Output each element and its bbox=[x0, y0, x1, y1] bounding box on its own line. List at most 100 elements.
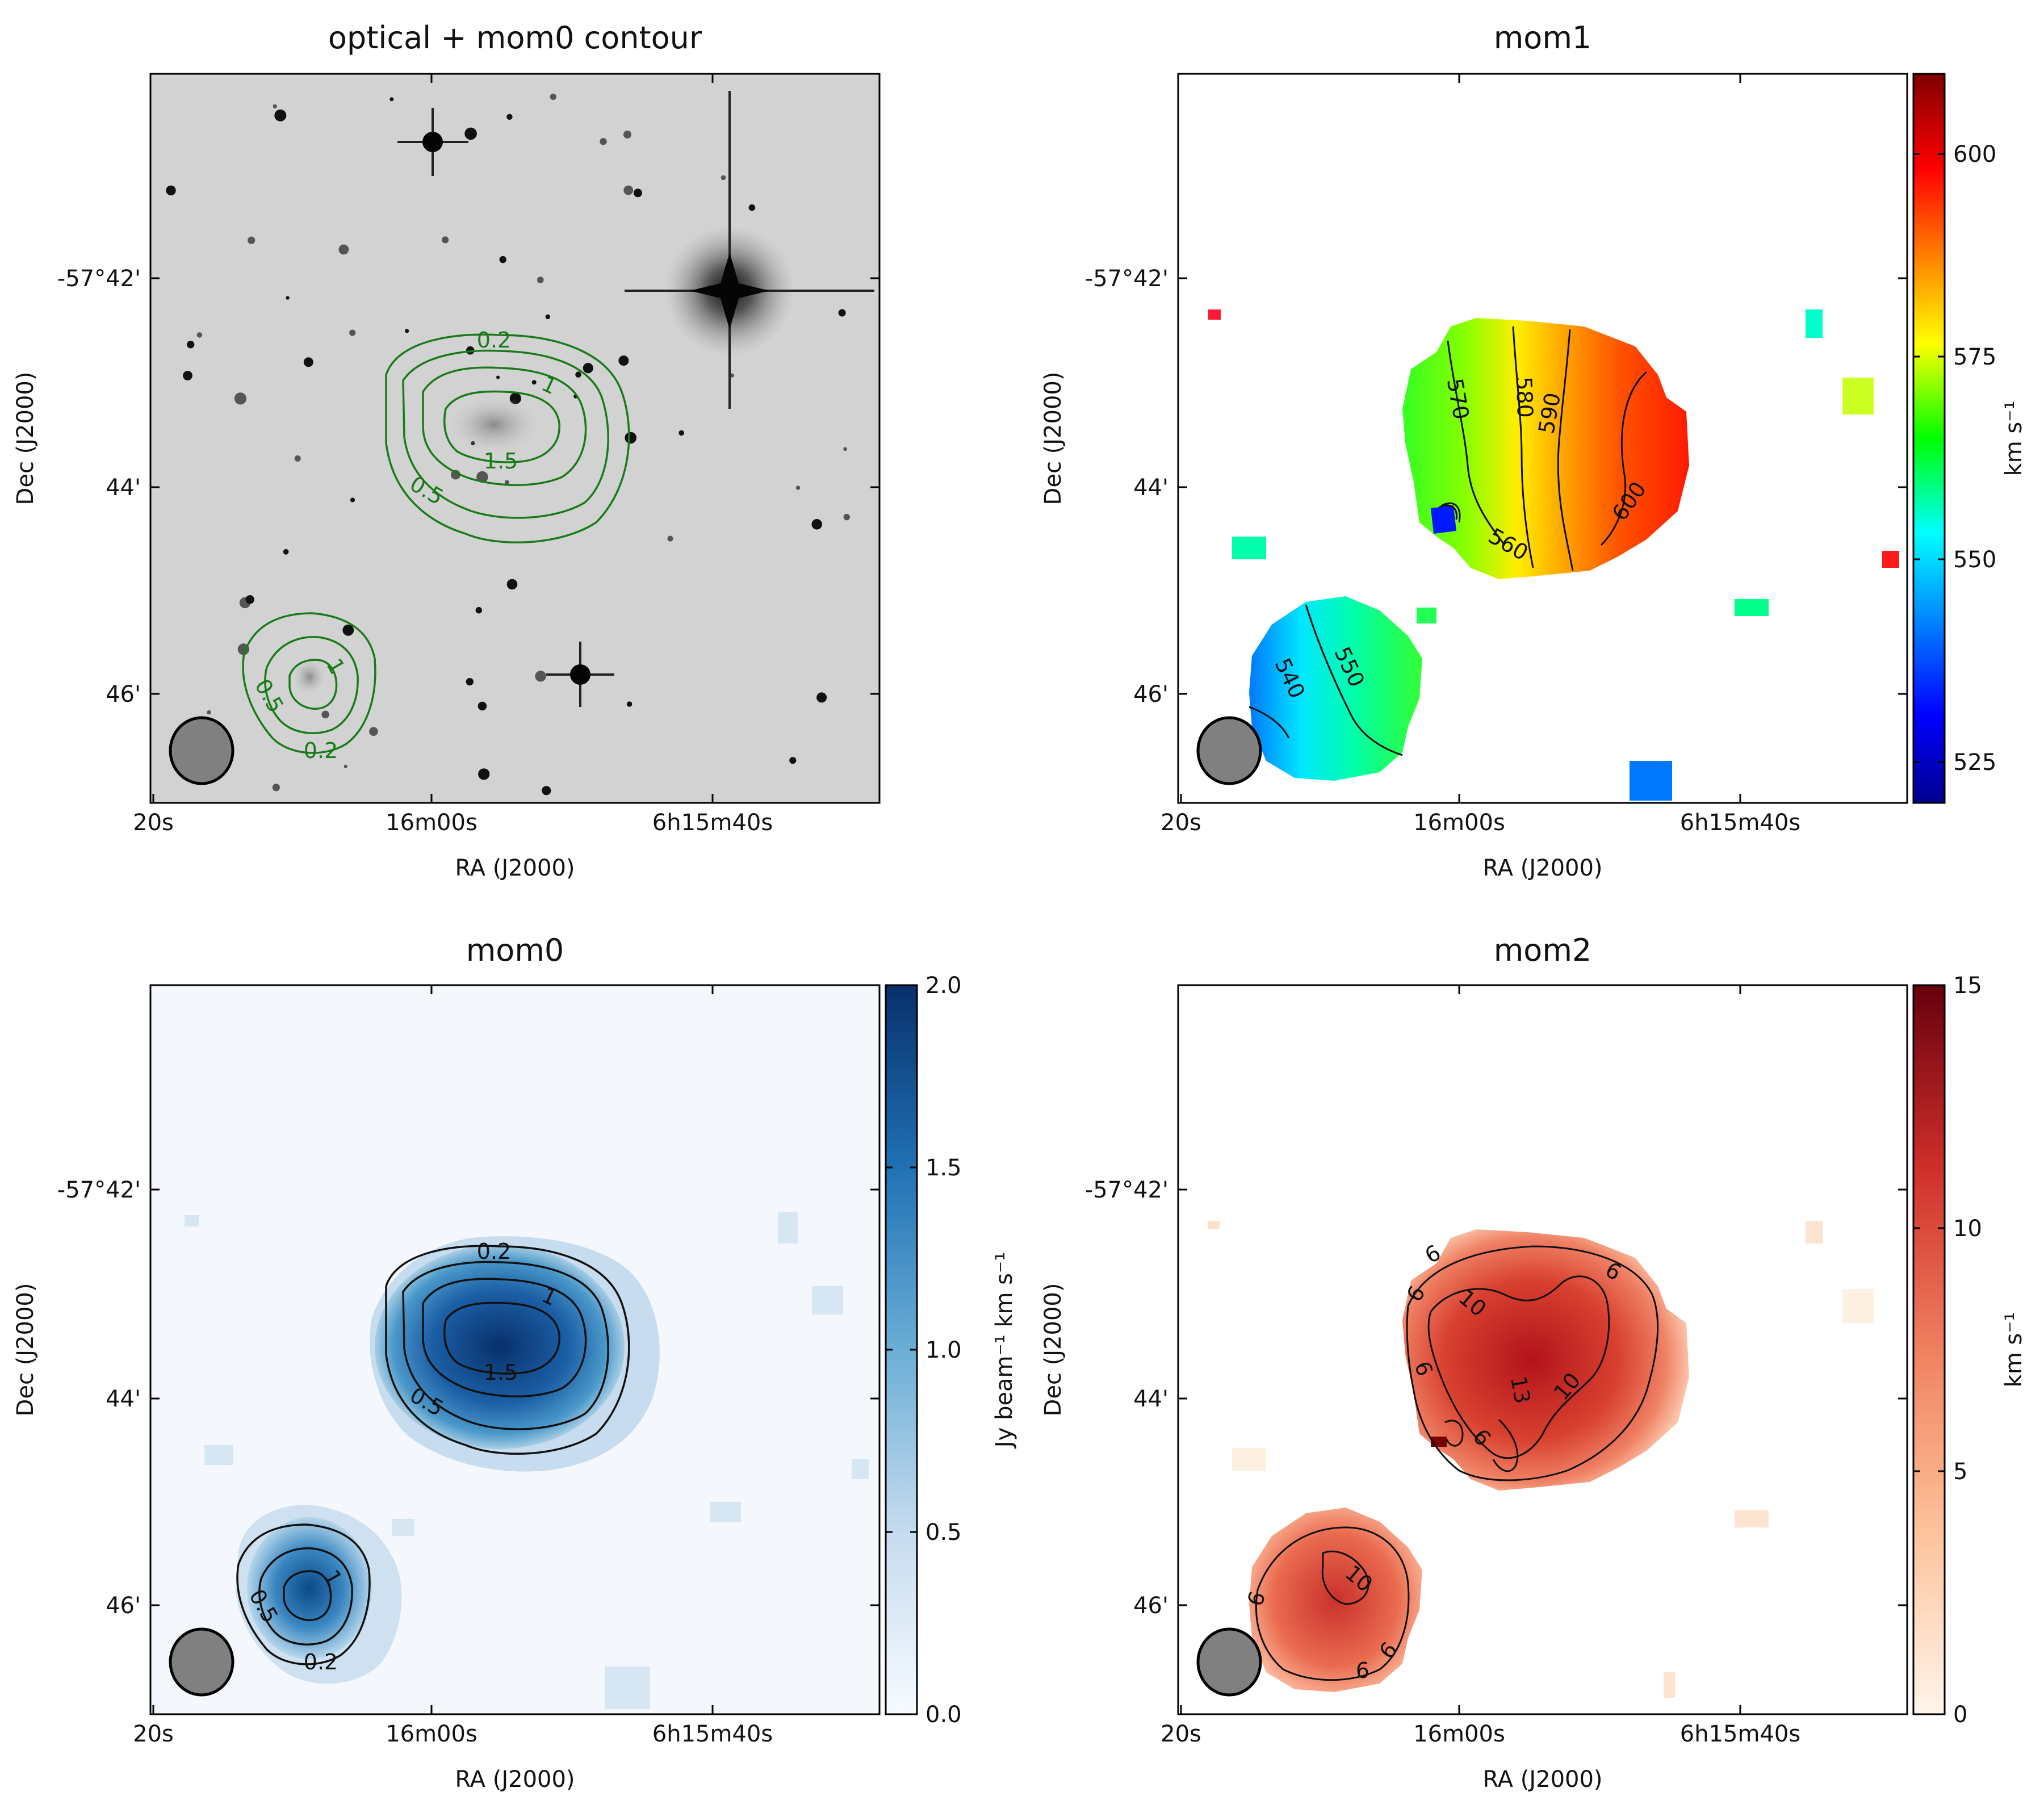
dispersion-speck bbox=[1208, 1221, 1220, 1229]
star bbox=[405, 329, 409, 333]
y-tick-label: 44' bbox=[106, 475, 141, 501]
x-tick-label: 6h15m40s bbox=[652, 1721, 773, 1747]
star bbox=[475, 607, 482, 614]
panel-optical: optical + mom0 contour bbox=[12, 20, 881, 881]
star bbox=[350, 497, 355, 503]
star bbox=[531, 380, 537, 385]
tick-marks bbox=[150, 985, 879, 1714]
contour-label: 1.5 bbox=[484, 449, 518, 474]
panel-mom0: mom0 0.2 bbox=[12, 932, 1017, 1793]
star bbox=[183, 371, 192, 380]
star bbox=[600, 138, 607, 145]
emission-speck bbox=[852, 1459, 869, 1479]
star bbox=[422, 132, 443, 152]
dispersion-speck bbox=[1232, 1448, 1266, 1471]
velocity-speck bbox=[1842, 378, 1874, 415]
x-axis-label: RA (J2000) bbox=[1482, 1766, 1602, 1793]
star bbox=[506, 114, 513, 120]
star bbox=[476, 471, 488, 483]
x-tick-label: 20s bbox=[1161, 810, 1201, 836]
y-axis-label: Dec (J2000) bbox=[1040, 1283, 1066, 1417]
star bbox=[618, 355, 629, 366]
star bbox=[625, 432, 636, 444]
mom0-contours bbox=[242, 333, 630, 754]
emission-speck bbox=[812, 1286, 843, 1314]
star bbox=[816, 692, 827, 703]
mom2-contours bbox=[1255, 1245, 1659, 1681]
contour-label: 580 bbox=[1511, 376, 1538, 418]
colorbar-tick-label: 0 bbox=[1953, 1702, 1967, 1728]
star bbox=[535, 671, 546, 682]
y-tick-label: -57°42' bbox=[1085, 1177, 1168, 1203]
emission-speck bbox=[185, 1215, 199, 1226]
star bbox=[248, 236, 256, 244]
contour-label: 0.2 bbox=[477, 1239, 511, 1264]
y-axis-label: Dec (J2000) bbox=[12, 372, 39, 505]
emission-core bbox=[247, 1517, 372, 1659]
contour-label: 0.2 bbox=[477, 328, 511, 353]
bright-star-core bbox=[690, 253, 769, 329]
star bbox=[245, 595, 254, 604]
star bbox=[843, 447, 847, 451]
star bbox=[570, 664, 590, 685]
colorbar-tick-label: 575 bbox=[1953, 344, 1996, 370]
y-tick-label: 44' bbox=[106, 1386, 141, 1412]
star bbox=[207, 710, 211, 715]
emission-speck bbox=[710, 1502, 741, 1522]
star bbox=[478, 701, 487, 711]
star bbox=[369, 727, 378, 736]
x-tick-label: 6h15m40s bbox=[1680, 810, 1800, 836]
plot-frame bbox=[149, 984, 881, 1715]
dispersion-speck bbox=[1806, 1221, 1823, 1244]
y-tick-label: 46' bbox=[106, 1593, 141, 1619]
star bbox=[499, 256, 506, 263]
star bbox=[187, 341, 195, 349]
plot-frame bbox=[1177, 73, 1908, 804]
y-tick-label: 46' bbox=[1133, 1593, 1168, 1619]
x-tick-label: 6h15m40s bbox=[1680, 1721, 1800, 1747]
velocity-speck bbox=[1735, 599, 1769, 616]
star bbox=[667, 535, 673, 542]
colorbar-tick-label: 5 bbox=[1953, 1459, 1967, 1485]
star bbox=[451, 470, 460, 480]
contour-label: 0.2 bbox=[304, 1649, 338, 1674]
star bbox=[283, 549, 289, 555]
star bbox=[442, 236, 449, 244]
mom0-contours bbox=[236, 1245, 630, 1665]
star bbox=[273, 104, 277, 108]
star bbox=[234, 392, 246, 405]
colorbar-tick-label: 10 bbox=[1953, 1216, 1982, 1242]
tick-marks bbox=[150, 74, 879, 803]
colorbar-tick-label: 2.0 bbox=[925, 973, 962, 999]
colorbar-label: km s⁻¹ bbox=[2001, 401, 2027, 476]
velocity-speck bbox=[1232, 537, 1266, 559]
galaxy bbox=[449, 396, 539, 453]
y-tick-label: -57°42' bbox=[57, 1177, 141, 1203]
x-tick-label: 6h15m40s bbox=[652, 810, 773, 836]
velocity-blob bbox=[1431, 505, 1456, 534]
star bbox=[542, 786, 551, 796]
mom1-contours bbox=[1249, 326, 1647, 756]
star bbox=[626, 701, 633, 707]
emission-speck bbox=[605, 1667, 650, 1709]
panel-title: mom0 bbox=[466, 932, 564, 968]
star bbox=[843, 513, 851, 521]
colorbar-tick-label: 0.5 bbox=[925, 1519, 962, 1546]
colorbar-tick-label: 15 bbox=[1953, 973, 1982, 999]
panel-mom2: mom2 6 6 10 6 bbox=[1040, 932, 2027, 1793]
star bbox=[272, 784, 280, 792]
colorbar-label: Jy beam⁻¹ km s⁻¹ bbox=[991, 1252, 1017, 1449]
emission-core bbox=[375, 1245, 625, 1449]
panel-title: optical + mom0 contour bbox=[328, 20, 702, 56]
x-tick-label: 20s bbox=[1161, 1721, 1201, 1747]
star bbox=[678, 430, 684, 436]
y-tick-label: 44' bbox=[1133, 475, 1168, 501]
plot-frame bbox=[1177, 984, 1908, 1715]
plot-frame bbox=[149, 73, 881, 804]
colorbar bbox=[1912, 984, 1946, 1715]
star bbox=[274, 109, 287, 122]
beam-ellipse bbox=[1196, 1627, 1262, 1697]
contour-label: 0.2 bbox=[304, 738, 338, 763]
y-tick-label: -57°42' bbox=[1085, 266, 1168, 292]
